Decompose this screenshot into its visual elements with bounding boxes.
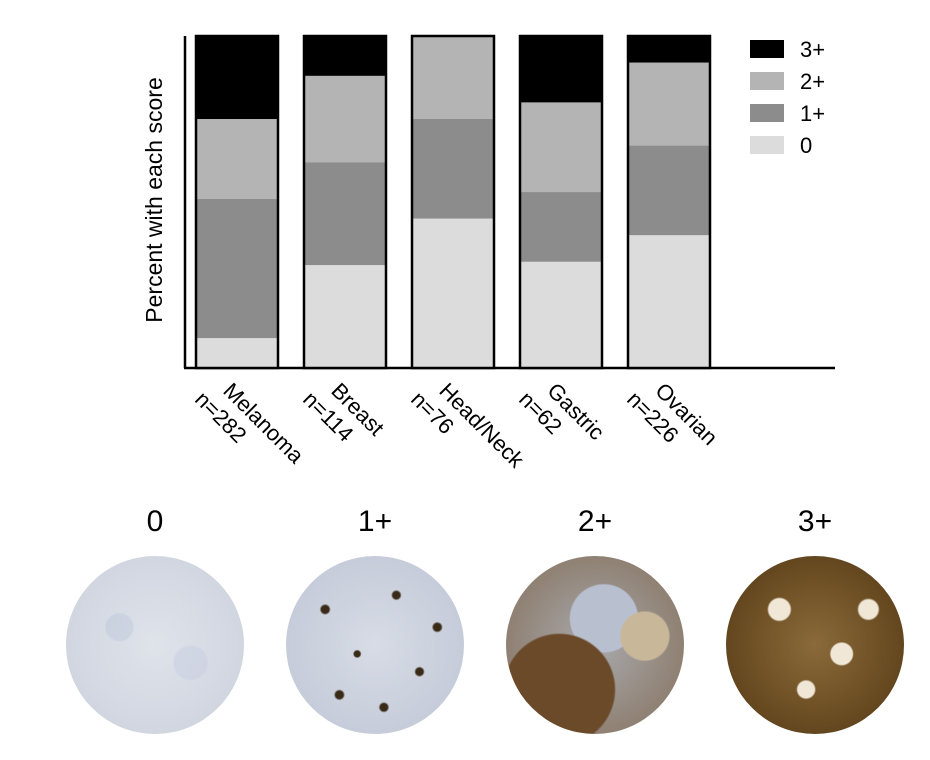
legend-swatch-2plus <box>750 72 784 90</box>
tissue-core-image <box>66 556 244 734</box>
legend-label: 1+ <box>800 101 825 126</box>
bar-segment-head-neck-0 <box>412 218 494 368</box>
legend-swatch-1plus <box>750 104 784 122</box>
bar-segment-head-neck-2plus <box>412 36 494 119</box>
stacked-bar-chart: Percent with each score Melanoman=282 Bre… <box>141 34 835 492</box>
staining-examples: 0 1+ 2+ 3+ <box>0 500 930 760</box>
x-tick-label: Gastricn=62 <box>514 368 609 463</box>
core-example-3: 3+ <box>720 500 910 734</box>
bar-segment-gastric-2plus <box>520 102 602 193</box>
bar-segment-melanoma-2plus <box>196 119 278 199</box>
x-tick-label: Head/Neckn=76 <box>406 368 530 492</box>
bar-segment-gastric-3plus <box>520 36 602 103</box>
core-example-1: 1+ <box>280 500 470 734</box>
bar-outline <box>626 34 712 370</box>
bar-segment-gastric-0 <box>520 261 602 368</box>
legend-label: 0 <box>800 133 812 158</box>
tissue-core-image <box>726 556 904 734</box>
legend-swatch-0 <box>750 136 784 154</box>
bar-segment-head-neck-1plus <box>412 119 494 219</box>
bar-segment-melanoma-0 <box>196 338 278 368</box>
core-label: 2+ <box>577 505 613 538</box>
core-example-2: 2+ <box>500 500 690 734</box>
bar-segment-breast-1plus <box>304 162 386 266</box>
tissue-core-image <box>286 556 464 734</box>
x-tick-label: Ovariann=226 <box>622 368 722 468</box>
legend-swatch-3plus <box>750 40 784 58</box>
legend-label: 3+ <box>800 37 825 62</box>
bar-outline <box>518 34 604 370</box>
legend-label: 2+ <box>800 69 825 94</box>
bar-outline <box>410 34 496 370</box>
bar-segment-melanoma-3plus <box>196 36 278 119</box>
core-label: 3+ <box>797 505 833 538</box>
core-label: 0 <box>146 505 164 538</box>
tissue-core-image <box>506 556 684 734</box>
x-tick-label: Melanoman=282 <box>190 368 309 487</box>
bar-segment-breast-0 <box>304 265 386 368</box>
core-example-0: 0 <box>60 500 250 734</box>
y-axis-label: Percent with each score <box>141 77 167 322</box>
bar-segment-ovarian-1plus <box>628 145 710 236</box>
x-tick-label: Breastn=114 <box>298 368 389 459</box>
core-label: 1+ <box>357 505 393 538</box>
bar-outline <box>302 34 388 370</box>
bar-outline <box>194 34 280 370</box>
bar-segment-melanoma-1plus <box>196 198 278 339</box>
bar-segment-breast-3plus <box>304 36 386 76</box>
bar-segment-ovarian-3plus <box>628 36 710 63</box>
bar-segment-ovarian-2plus <box>628 62 710 146</box>
bar-segment-breast-2plus <box>304 75 386 163</box>
bar-segment-gastric-1plus <box>520 192 602 262</box>
bar-segment-ovarian-0 <box>628 235 710 368</box>
